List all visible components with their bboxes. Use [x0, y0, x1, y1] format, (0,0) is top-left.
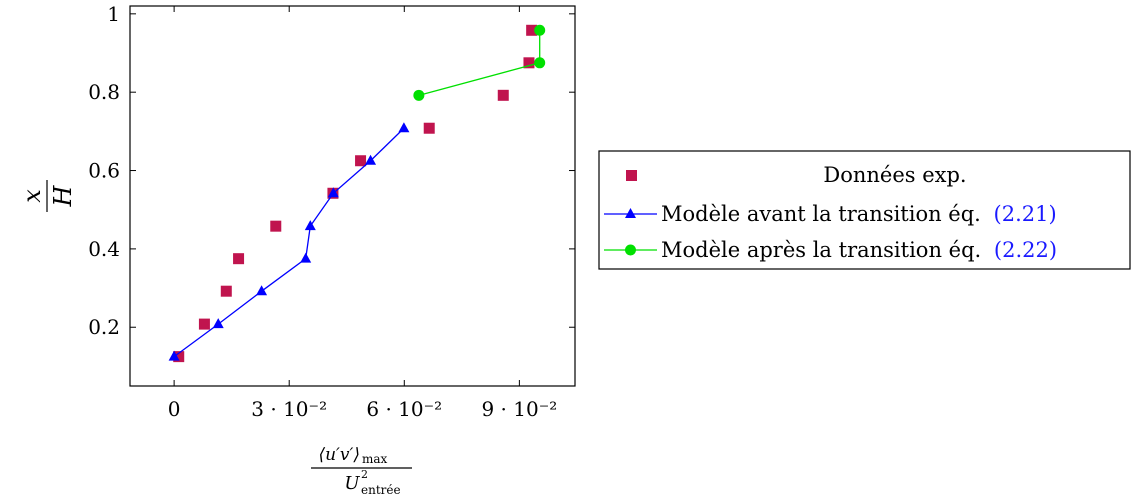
- series-0-point-6: [355, 155, 367, 167]
- legend-marker-circle: [625, 244, 636, 256]
- series-1-point-3: [300, 252, 312, 263]
- series-2: [413, 24, 546, 101]
- x-label-numerator-sub: max: [362, 452, 388, 466]
- series-0-point-4: [270, 220, 282, 232]
- series-2-point-2: [534, 24, 546, 36]
- series-1-point-2: [256, 285, 268, 296]
- series-1-point-5: [327, 187, 339, 198]
- x-tick-label-1: 3 · 10⁻²: [251, 397, 327, 421]
- series-0-point-9: [523, 57, 535, 69]
- y-label-denominator: H: [49, 184, 77, 207]
- series-2-line: [418, 30, 541, 96]
- series-0-point-7: [423, 122, 435, 134]
- series-layer: [168, 24, 546, 363]
- x-label-denominator-sup: 2: [361, 468, 368, 481]
- series-0-point-8: [497, 89, 509, 101]
- legend: Données exp. Modèle avant la transition …: [598, 150, 1131, 270]
- series-0-point-3: [233, 253, 245, 265]
- legend-ref-after: (2.22): [994, 238, 1057, 262]
- y-tick-label-3: 0.8: [88, 80, 120, 104]
- series-2-point-1: [534, 57, 546, 69]
- y-axis-label: x H: [18, 180, 77, 212]
- legend-label-after-text: Modèle après la transition éq.: [661, 238, 981, 262]
- x-label-denominator: U: [344, 473, 360, 494]
- legend-marker-triangle: [625, 208, 636, 218]
- x-label-denominator-sub: entrée: [361, 483, 401, 497]
- y-label-numerator: x: [18, 189, 46, 203]
- series-1: [168, 122, 410, 361]
- legend-label-after: Modèle après la transition éq. (2.22): [661, 238, 1057, 262]
- series-0: [173, 24, 538, 363]
- legend-label-before-text: Modèle avant la transition éq.: [661, 202, 981, 226]
- series-1-point-4: [304, 220, 316, 231]
- series-0-point-10: [526, 24, 538, 36]
- plot-frame: [129, 5, 576, 387]
- x-axis-label: ⟨u′v′⟩ max U 2 entrée: [311, 445, 412, 497]
- series-1-point-7: [398, 122, 410, 133]
- series-1-line: [173, 127, 405, 358]
- series-2-point-0: [413, 89, 425, 101]
- y-tick-label-2: 0.6: [88, 159, 120, 183]
- legend-box: [598, 150, 1131, 270]
- legend-label-before: Modèle avant la transition éq. (2.21): [661, 202, 1057, 226]
- series-0-point-1: [198, 318, 210, 330]
- series-1-point-0: [168, 350, 180, 361]
- y-tick-label-1: 0.4: [88, 237, 120, 261]
- legend-ref-before: (2.21): [994, 202, 1057, 226]
- x-tick-label-3: 9 · 10⁻²: [481, 397, 557, 421]
- series-0-point-0: [173, 351, 185, 363]
- y-tick-label-4: 1: [107, 2, 120, 26]
- y-tick-label-0: 0.2: [88, 315, 120, 339]
- series-0-point-2: [220, 285, 232, 297]
- x-tick-label-2: 6 · 10⁻²: [366, 397, 442, 421]
- axis-ticks: [130, 6, 575, 386]
- legend-label-data: Données exp.: [823, 163, 966, 187]
- tick-labels: 0 3 · 10⁻² 6 · 10⁻² 9 · 10⁻² 0.2 0.4 0.6 0.8 1: [88, 2, 557, 421]
- x-tick-label-0: 0: [168, 397, 181, 421]
- series-1-point-6: [365, 154, 377, 165]
- legend-marker-square: [626, 170, 637, 181]
- series-1-point-1: [212, 318, 224, 329]
- x-label-numerator: ⟨u′v′⟩: [318, 445, 360, 465]
